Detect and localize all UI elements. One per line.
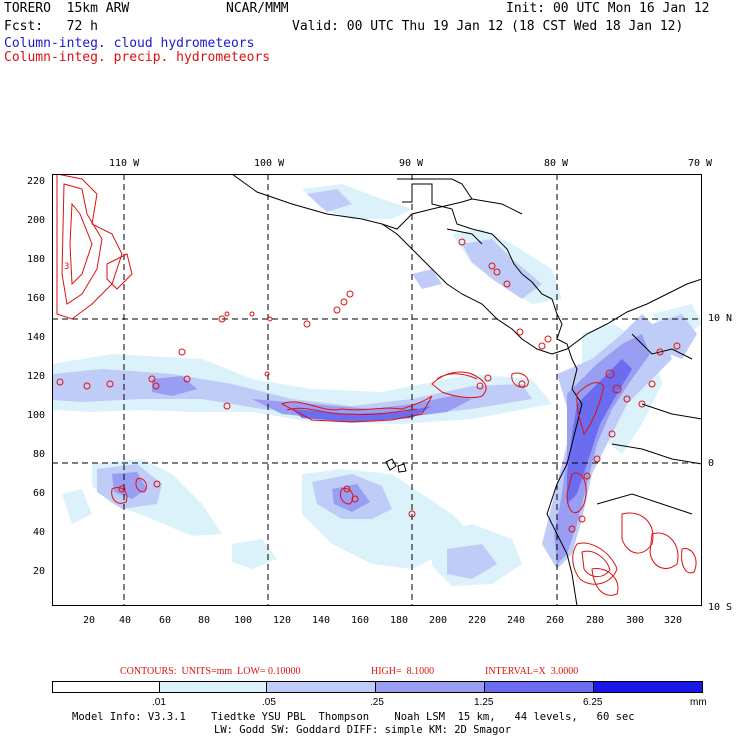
y-tick-label: 40 <box>33 527 46 538</box>
lon-label: 110 W <box>109 158 140 169</box>
y-tick-label: 200 <box>27 215 46 226</box>
galapagos-islands <box>385 458 407 473</box>
contour-interval: INTERVAL=X 3.0000 <box>485 666 579 677</box>
x-tick-label: 320 <box>664 615 683 626</box>
x-tick-label: 20 <box>83 615 96 626</box>
colorbar-swatch <box>484 681 594 693</box>
precip-contours <box>56 174 697 596</box>
lat-label: 0 <box>708 458 715 469</box>
colorbar-label: .25 <box>370 697 384 708</box>
y-tick-label: 160 <box>27 293 46 304</box>
colorbar-label: 6.25 <box>583 697 603 708</box>
x-tick-label: 120 <box>273 615 292 626</box>
valid-time: Valid: 00 UTC Thu 19 Jan 12 (18 CST Wed … <box>292 19 684 34</box>
coastlines <box>231 174 702 606</box>
x-tick-label: 220 <box>468 615 487 626</box>
y-tick-label: 20 <box>33 566 46 577</box>
forecast-hour: Fcst: 72 h <box>4 19 98 34</box>
x-tick-label: 40 <box>119 615 132 626</box>
x-tick-label: 260 <box>546 615 565 626</box>
x-tick-label: 80 <box>198 615 211 626</box>
y-tick-label: 140 <box>27 332 46 343</box>
lat-label: 10 N <box>708 313 733 324</box>
x-tick-label: 280 <box>586 615 605 626</box>
field-precip-label: Column-integ. precip. hydrometeors <box>4 50 271 65</box>
y-tick-label: 180 <box>27 254 46 265</box>
field-cloud-label: Column-integ. cloud hydrometeors <box>4 36 255 51</box>
x-tick-label: 160 <box>351 615 370 626</box>
y-tick-label: 60 <box>33 488 46 499</box>
model-info: Model Info: V3.3.1 Tiedtke YSU PBL Thomp… <box>72 711 635 723</box>
x-tick-label: 300 <box>626 615 645 626</box>
lon-label: 100 W <box>254 158 285 169</box>
forecast-map: 3 <box>52 174 702 606</box>
colorbar-label: 1.25 <box>474 697 494 708</box>
contour-high: HIGH= 8.1000 <box>371 666 435 677</box>
y-tick-label: 120 <box>27 371 46 382</box>
x-tick-label: 60 <box>159 615 172 626</box>
contour-units: CONTOURS: UNITS=mm LOW= 0.10000 <box>120 666 301 677</box>
colorbar-label: .05 <box>262 697 276 708</box>
lon-label: 80 W <box>544 158 569 169</box>
init-time: Init: 00 UTC Mon 16 Jan 12 <box>506 1 710 16</box>
colorbar-swatch <box>266 681 376 693</box>
contour-value-label: 3 <box>64 262 69 272</box>
colorbar-unit: mm <box>690 697 707 708</box>
y-tick-label: 80 <box>33 449 46 460</box>
x-tick-label: 140 <box>312 615 331 626</box>
x-tick-label: 240 <box>507 615 526 626</box>
x-tick-label: 180 <box>390 615 409 626</box>
lat-lon-grid <box>52 174 702 606</box>
colorbar-label: .01 <box>152 697 166 708</box>
x-tick-label: 100 <box>234 615 253 626</box>
organization: NCAR/MMM <box>226 1 289 16</box>
lon-label: 70 W <box>688 158 713 169</box>
y-tick-label: 220 <box>27 176 46 187</box>
lat-label: 10 S <box>708 602 733 613</box>
colorbar-swatch <box>52 681 160 693</box>
colorbar-swatch <box>159 681 267 693</box>
lon-label: 90 W <box>399 158 424 169</box>
precip-cells <box>56 238 681 533</box>
x-tick-label: 200 <box>429 615 448 626</box>
colorbar-swatch <box>375 681 485 693</box>
physics-info: LW: Godd SW: Goddard DIFF: simple KM: 2D… <box>214 724 512 736</box>
model-name: TORERO 15km ARW <box>4 1 130 16</box>
map-frame <box>52 174 702 606</box>
colorbar-swatch <box>593 681 703 693</box>
y-tick-label: 100 <box>27 410 46 421</box>
